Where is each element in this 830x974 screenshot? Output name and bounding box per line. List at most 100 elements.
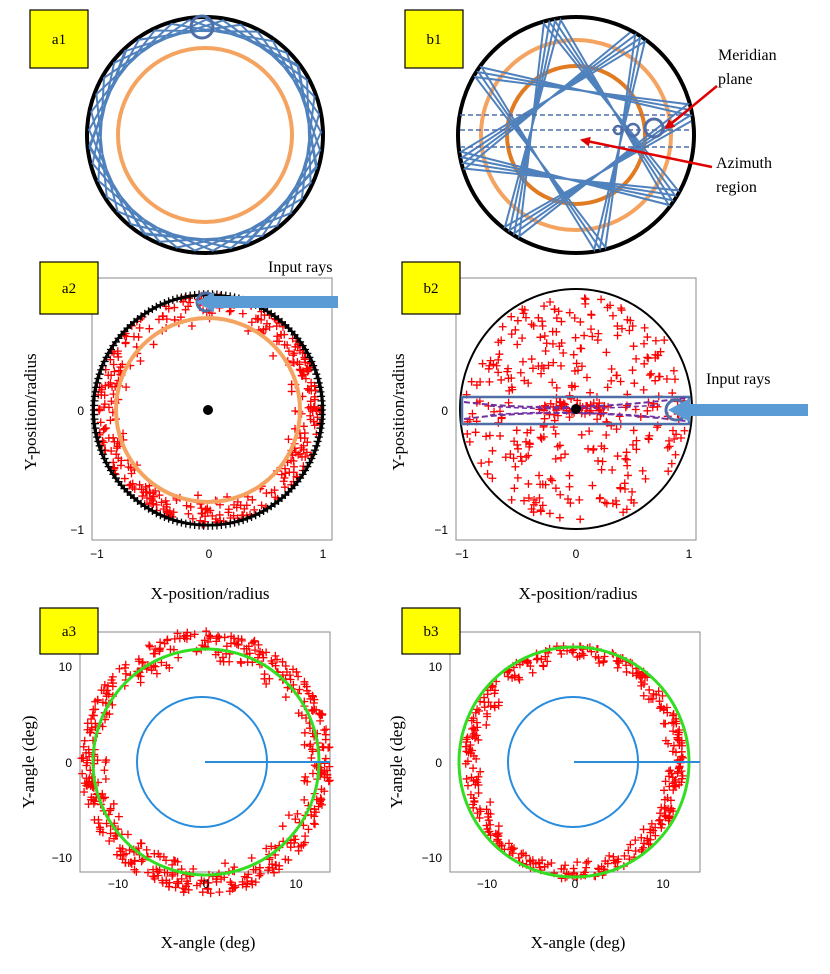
b2-data-point	[539, 364, 548, 373]
b3-data-point	[639, 825, 648, 834]
a3-data-point	[80, 788, 89, 797]
a3-data-point	[127, 858, 136, 867]
b2-data-point	[597, 465, 606, 474]
a3-data-point	[95, 823, 104, 832]
a2-data-point	[110, 464, 119, 473]
b3-data-point	[599, 657, 608, 666]
a3-data-point	[251, 878, 260, 887]
a3-data-point	[317, 785, 326, 794]
svg-text:a3: a3	[62, 624, 76, 640]
b2-data-point	[596, 493, 605, 502]
b3-data-point	[652, 690, 661, 699]
b2-data-point	[511, 462, 520, 471]
b2-data-point	[613, 452, 622, 461]
a2-data-point	[274, 337, 283, 346]
b3-data-point	[669, 727, 678, 736]
b2-data-point	[546, 298, 555, 307]
azimuth-label-line1: Azimuth	[716, 155, 772, 172]
b3-data-point	[484, 816, 493, 825]
b2-data-point	[529, 321, 538, 330]
b3-data-point	[637, 833, 646, 842]
a3-data-point	[164, 882, 173, 891]
a2-data-point	[117, 456, 126, 465]
b3-ytick-label: 0	[435, 756, 442, 770]
b2-data-point	[536, 333, 545, 342]
a2-xtick-label: 1	[320, 547, 327, 561]
a2-data-point	[305, 386, 314, 395]
b3-data-point	[480, 698, 489, 707]
a3-data-point	[293, 809, 302, 818]
a3-data-point	[206, 889, 215, 898]
b2-data-point	[593, 336, 602, 345]
b2-data-point	[623, 461, 632, 470]
a3-data-point	[282, 668, 291, 677]
b2-data-point	[608, 311, 617, 320]
a2-data-point	[141, 488, 150, 497]
b2-data-point	[553, 442, 562, 451]
b2-data-point	[504, 374, 513, 383]
b2-data-point	[559, 349, 568, 358]
badge-a1: a1	[29, 9, 89, 69]
a2-data-point	[250, 505, 259, 514]
b2-data-point	[524, 451, 533, 460]
b2-data-point	[602, 431, 611, 440]
b2-data-point	[555, 342, 564, 351]
b2-data-point	[602, 499, 611, 508]
b3-data-point	[462, 774, 471, 783]
a3-data-point	[147, 666, 156, 675]
b1-azimuth-arrow	[580, 136, 713, 169]
a3-data-point	[260, 674, 269, 683]
a3-data-point	[198, 888, 207, 897]
a2-xtick-label: 0	[206, 547, 213, 561]
b2-data-point	[676, 434, 685, 443]
a3-data-point	[281, 855, 290, 864]
a3-plot-frame	[79, 631, 331, 873]
b3-data-point	[462, 735, 471, 744]
b2-data-point	[507, 383, 516, 392]
b1-ray-path	[458, 17, 693, 253]
a3-data-point	[211, 650, 220, 659]
b2-data-point	[651, 376, 660, 385]
b3-data-point	[532, 655, 541, 664]
b2-data-point	[563, 495, 572, 504]
a2-data-point	[292, 472, 301, 481]
a3-data-point	[300, 795, 309, 804]
b2-data-point	[524, 494, 533, 503]
a3-data-point	[202, 627, 211, 636]
b2-data-point	[628, 487, 637, 496]
b3-data-point	[637, 845, 646, 854]
b2-data-point	[602, 348, 611, 357]
a3-xtick-label: 0	[203, 877, 210, 891]
b3-data-point	[677, 774, 686, 783]
a2-data-point	[121, 338, 130, 347]
a3-data-point	[150, 649, 159, 658]
panel-b2: Input rays	[459, 288, 808, 530]
a3-data-point	[281, 661, 290, 670]
a2-data-point	[299, 422, 308, 431]
a3-data-point	[88, 711, 97, 720]
a3-data-point	[174, 653, 183, 662]
b2-data-point	[643, 406, 652, 415]
b2-data-point	[664, 436, 673, 445]
a3-data-point	[308, 747, 317, 756]
a3-data-point	[295, 685, 304, 694]
a2-data-point	[134, 333, 143, 342]
b2-data-point	[672, 430, 681, 439]
a3-data-point	[162, 856, 171, 865]
panel-a2: Input rays	[90, 259, 338, 530]
a3-data-point	[320, 726, 329, 735]
b3-data-point	[673, 733, 682, 742]
a2-data-point	[137, 485, 146, 494]
b2-data-point	[587, 310, 596, 319]
a2-data-point	[232, 503, 241, 512]
b3-data-point	[666, 766, 675, 775]
b2-data-point	[598, 457, 607, 466]
a3-data-point	[160, 868, 169, 877]
b2-data-point	[629, 426, 638, 435]
b2-data-point	[589, 444, 598, 453]
a2-data-point	[301, 374, 310, 383]
b3-data-point	[475, 706, 484, 715]
b2-data-point	[644, 354, 653, 363]
b2-data-point	[484, 364, 493, 373]
